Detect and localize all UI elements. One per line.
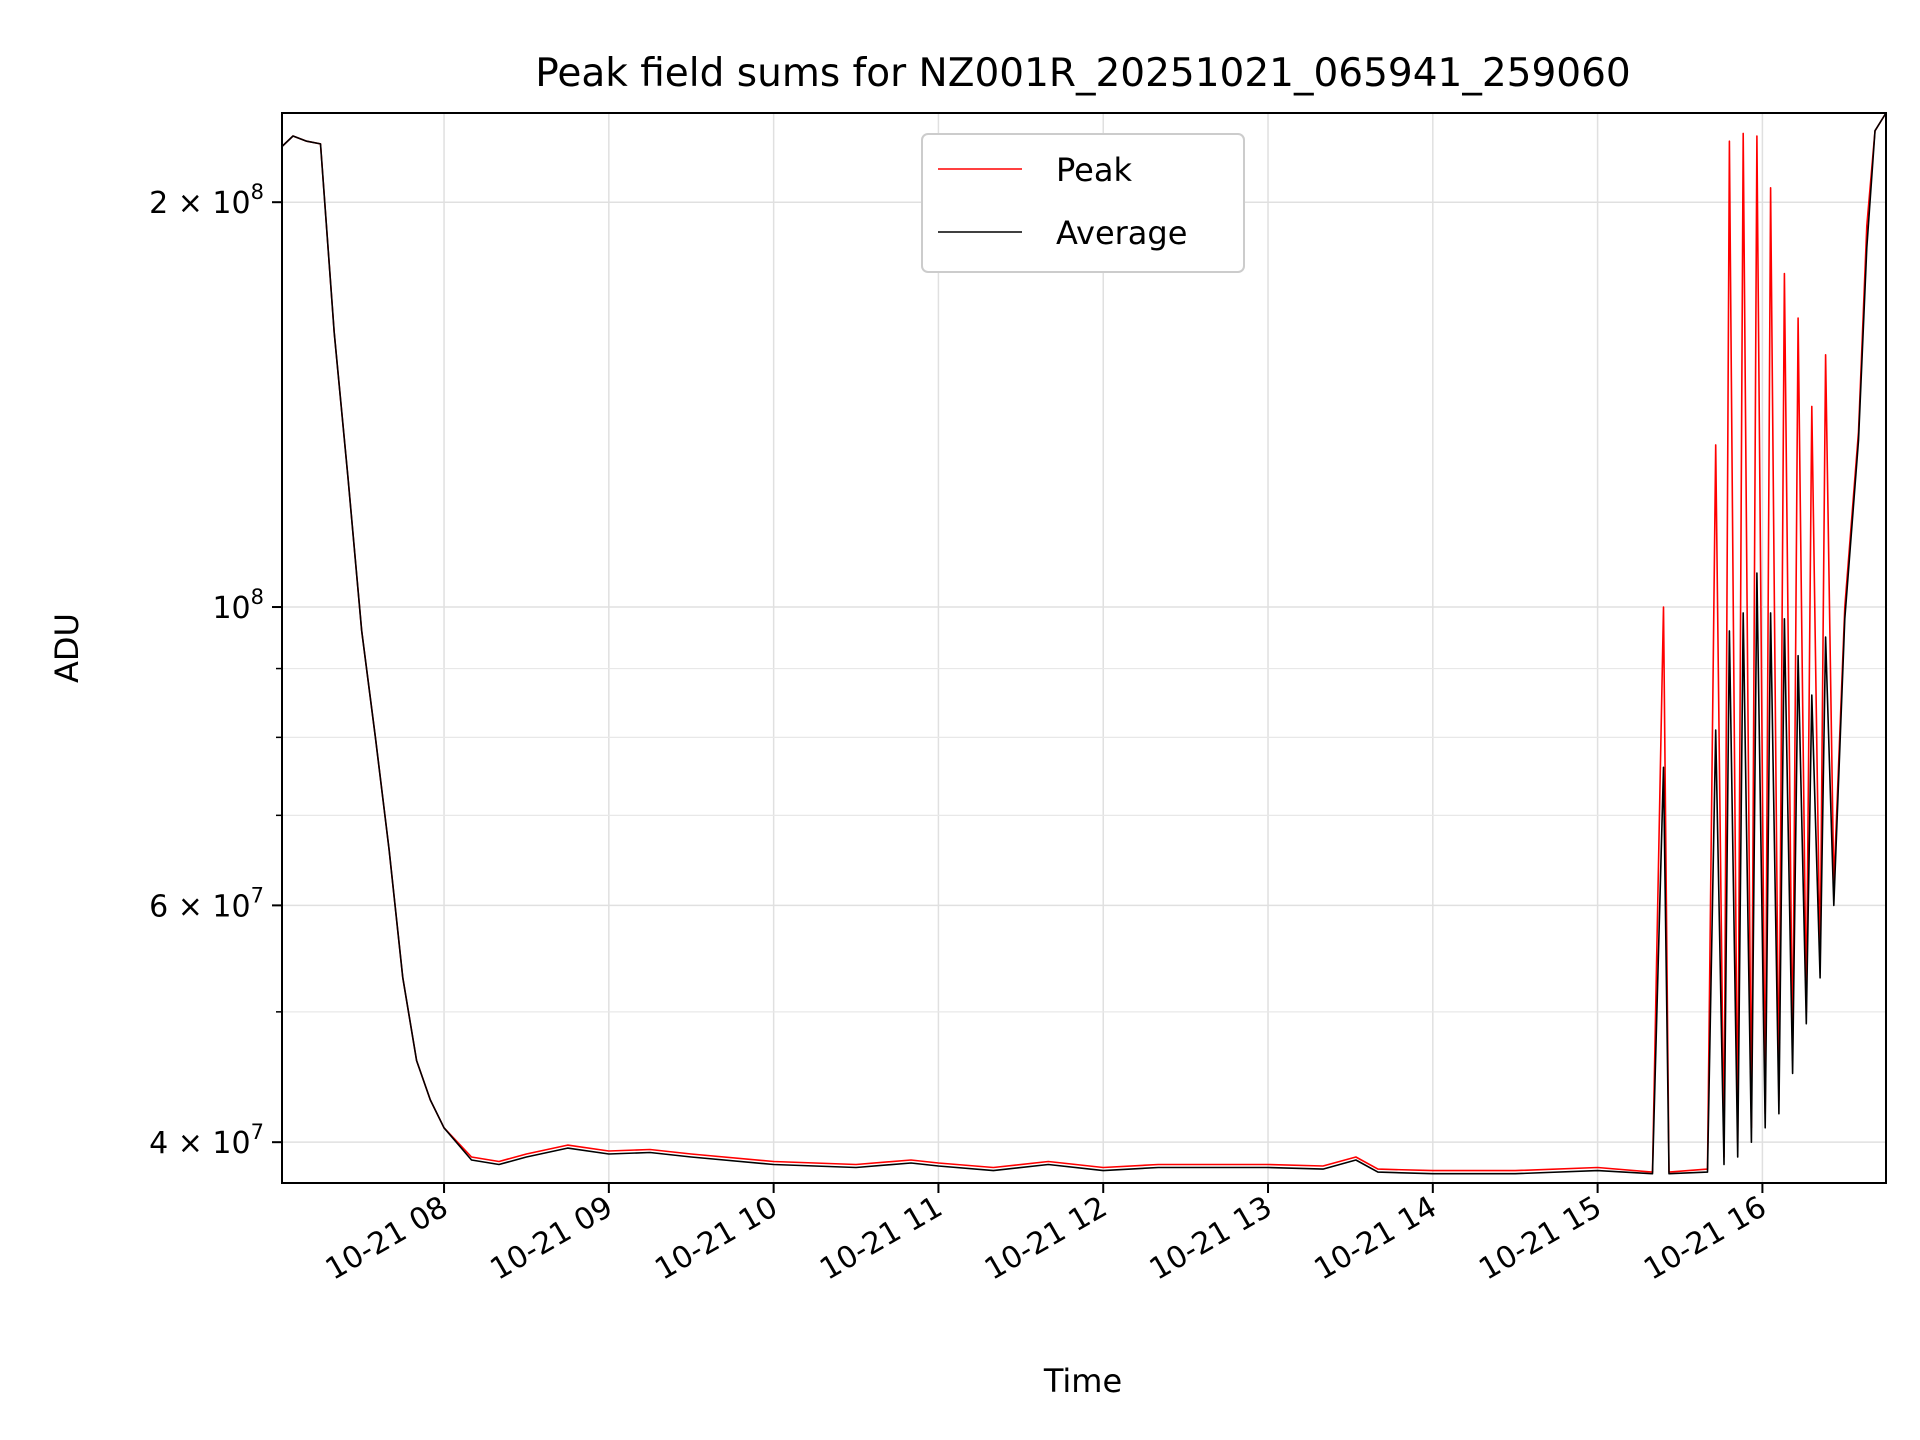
x-tick-label: 10-21 14 [1308, 1190, 1442, 1288]
y-tick-base: 2 × 10 [149, 186, 250, 221]
x-tick-label: 10-21 09 [485, 1190, 619, 1288]
x-tick-label: 10-21 12 [979, 1190, 1113, 1288]
y-tick-exponent: 7 [251, 883, 264, 907]
x-axis-label: Time [1043, 1362, 1122, 1400]
y-axis-label: ADU [48, 613, 86, 683]
y-tick-base: 10 [212, 591, 250, 626]
y-tick-label: 6 × 107 [149, 883, 264, 924]
y-tick-exponent: 7 [251, 1120, 264, 1144]
plot-area [281, 112, 1887, 1175]
y-tick-label: 2 × 108 [149, 180, 264, 221]
x-tick-label: 10-21 10 [649, 1190, 783, 1288]
plot-frame [281, 112, 1887, 1184]
series-line-average [281, 112, 1887, 1175]
legend: Peak Average [921, 133, 1245, 273]
x-tick-label: 10-21 16 [1638, 1190, 1772, 1288]
y-tick-exponent: 8 [251, 585, 264, 609]
legend-average-label: Average [1056, 214, 1187, 252]
grid [282, 113, 1886, 1183]
y-tick-label: 108 [212, 585, 264, 626]
x-tick-label: 10-21 15 [1473, 1190, 1607, 1288]
x-axis: 10-21 08 10-21 09 10-21 10 10-21 11 10-21 12… [320, 1183, 1772, 1288]
x-tick-label: 10-21 13 [1144, 1190, 1278, 1288]
x-tick-label: 10-21 11 [814, 1190, 948, 1288]
x-tick-label: 10-21 08 [320, 1190, 454, 1288]
y-tick-exponent: 8 [251, 180, 264, 204]
chart-title: Peak field sums for NZ001R_20251021_0659… [535, 51, 1631, 96]
legend-peak-label: Peak [1056, 151, 1132, 189]
y-tick-base: 4 × 10 [149, 1126, 250, 1161]
y-tick-base: 6 × 10 [149, 889, 250, 924]
y-tick-label: 4 × 107 [149, 1120, 264, 1161]
